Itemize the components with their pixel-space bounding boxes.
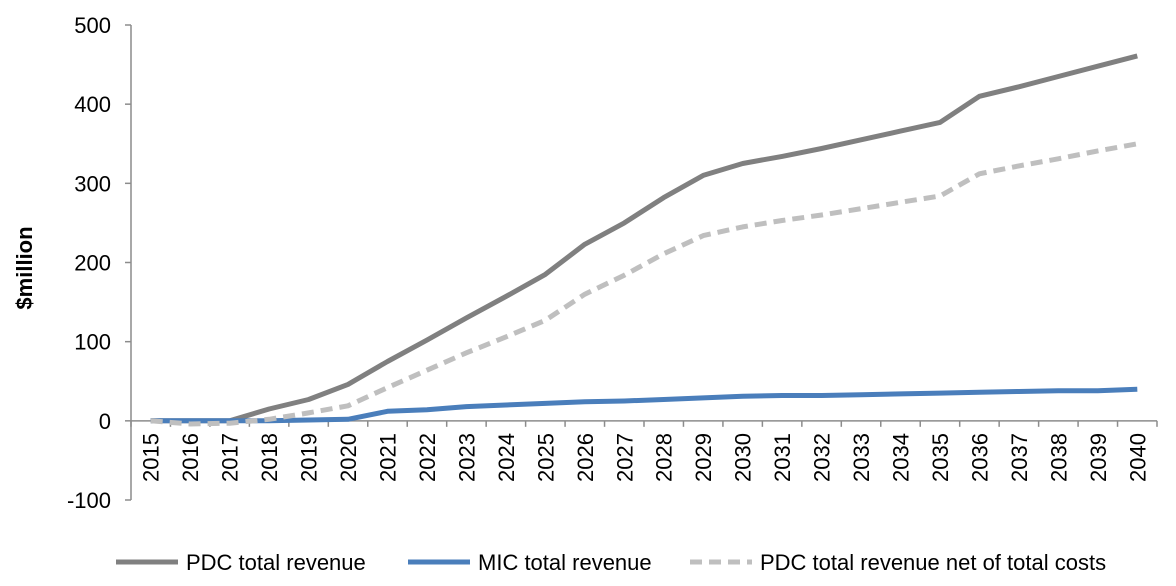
x-tick-label: 2018 (257, 433, 282, 482)
y-tick-label: 200 (74, 251, 111, 276)
series-line-2 (150, 386, 1138, 424)
x-tick-label: 2032 (810, 433, 835, 482)
x-tick-label: 2017 (218, 433, 243, 482)
legend-label-2: MIC total revenue (478, 550, 652, 575)
x-tick-label: 2038 (1046, 433, 1071, 482)
x-tick-label: 2026 (573, 433, 598, 482)
x-tick-label: 2027 (612, 433, 637, 482)
legend-label-1: PDC total revenue (186, 550, 366, 575)
x-tick-label: 2029 (691, 433, 716, 482)
x-tick-label: 2039 (1086, 433, 1111, 482)
y-tick-label: 400 (74, 92, 111, 117)
x-tick-label: 2033 (849, 433, 874, 482)
x-tick-label: 2028 (652, 433, 677, 482)
y-axis-title: $million (12, 226, 37, 309)
x-tick-label: 2022 (415, 433, 440, 482)
x-tick-label: 2035 (928, 433, 953, 482)
x-tick-label: 2016 (178, 433, 203, 482)
series-line-3 (150, 141, 1138, 427)
x-tick-label: 2023 (454, 433, 479, 482)
x-tick-label: 2024 (494, 433, 519, 482)
x-tick-label: 2036 (967, 433, 992, 482)
x-tick-label: 2031 (770, 433, 795, 482)
y-tick-label: 0 (99, 409, 111, 434)
x-tick-label: 2025 (533, 433, 558, 482)
y-tick-label: 500 (74, 13, 111, 38)
x-tick-label: 2040 (1125, 433, 1150, 482)
x-tick-label: 2034 (889, 433, 914, 482)
x-tick-label: 2015 (139, 433, 164, 482)
y-tick-label: -100 (67, 488, 111, 513)
y-tick-label: 300 (74, 171, 111, 196)
y-tick-label: 100 (74, 330, 111, 355)
legend-label-3: PDC total revenue net of total costs (760, 550, 1106, 575)
x-tick-label: 2021 (376, 433, 401, 482)
x-tick-label: 2030 (731, 433, 756, 482)
series-line-1 (150, 53, 1138, 424)
x-tick-label: 2019 (297, 433, 322, 482)
x-tick-label: 2020 (336, 433, 361, 482)
x-tick-label: 2037 (1007, 433, 1032, 482)
